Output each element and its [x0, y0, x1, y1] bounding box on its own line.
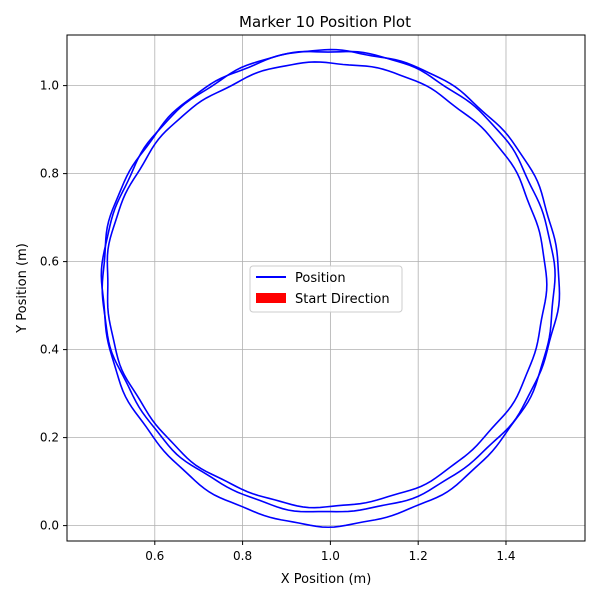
- legend-position-label: Position: [295, 271, 346, 286]
- position-trajectory-loop: [106, 61, 548, 509]
- legend-box: [249, 265, 403, 313]
- x-tick-label: 1.2: [409, 549, 428, 563]
- y-tick-label: 0.8: [40, 167, 59, 181]
- y-tick-label: 1.0: [40, 79, 59, 93]
- legend-start-direction-swatch: [256, 293, 286, 303]
- y-tick-label: 0.2: [40, 431, 59, 445]
- legend: Position Start Direction: [249, 265, 403, 313]
- position-trajectory-loop: [101, 48, 561, 513]
- legend-start-direction-label: Start Direction: [295, 292, 390, 307]
- chart-title: Marker 10 Position Plot: [239, 13, 411, 31]
- x-axis-ticks: 0.6 0.8 1.0 1.2 1.4: [145, 541, 516, 563]
- y-tick-label: 0.4: [40, 343, 59, 357]
- x-tick-label: 1.4: [496, 549, 515, 563]
- y-axis-label: Y Position (m): [15, 243, 30, 334]
- y-axis-ticks: 0.0 0.2 0.4 0.6 0.8 1.0: [40, 79, 67, 533]
- y-tick-label: 0.0: [40, 519, 59, 533]
- x-tick-label: 0.8: [233, 549, 252, 563]
- plot-frame: [66, 34, 586, 542]
- y-tick-label: 0.6: [40, 255, 59, 269]
- x-tick-label: 1.0: [321, 549, 340, 563]
- x-tick-label: 0.6: [145, 549, 164, 563]
- x-axis-label: X Position (m): [281, 572, 372, 587]
- position-series: [100, 48, 561, 529]
